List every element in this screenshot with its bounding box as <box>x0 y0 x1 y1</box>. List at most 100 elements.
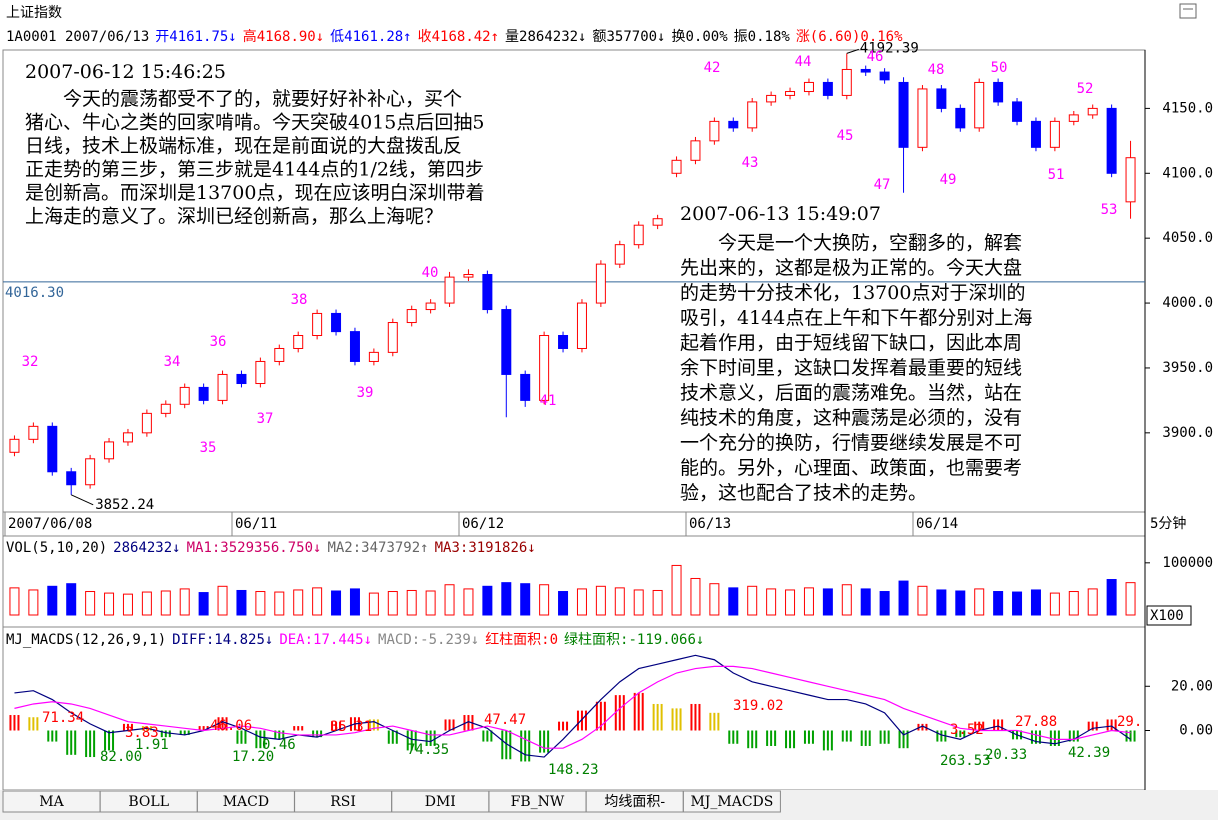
area-label: 1.91 <box>135 737 169 753</box>
volume-bar <box>917 585 928 616</box>
candle-body <box>803 81 814 93</box>
volume-bar <box>387 591 398 616</box>
wave-label: 50 <box>991 60 1008 76</box>
candle-body <box>1125 157 1136 203</box>
candle-body <box>66 471 77 486</box>
volume-bar <box>122 593 133 616</box>
candle-body <box>1087 107 1098 116</box>
note-line: 验，这也配合了技术的走势。 <box>680 482 927 504</box>
legend-item: 收4168.42↑ <box>418 29 499 45</box>
volume-bar <box>406 589 417 616</box>
note-line: 先出来的，这都是极为正常的。今天大盘 <box>680 257 1022 279</box>
note-line: 是创新高。而深圳是13700点，现在应该明白深圳带着 <box>25 182 484 204</box>
volume-bar <box>860 588 871 616</box>
legend-item: MA3:3191826↓ <box>435 540 536 556</box>
wave-label: 37 <box>257 411 274 427</box>
volume-bar <box>198 592 209 616</box>
legend-item: 换0.00% <box>672 28 729 45</box>
note-line: 余下时间里，这缺口发挥着最重要的短线 <box>680 357 1022 379</box>
area-label: 47.47 <box>484 712 526 728</box>
volume-bar <box>633 589 644 616</box>
candle-body <box>85 458 96 486</box>
candle-body <box>709 120 720 142</box>
volume-bar <box>709 583 720 616</box>
volume-bar <box>690 577 701 616</box>
wave-label: 51 <box>1048 167 1065 183</box>
volume-bar <box>312 587 323 616</box>
volume-bar <box>104 592 115 616</box>
volume-bar <box>501 582 512 616</box>
volume-bar <box>179 588 190 616</box>
volume-bar <box>463 588 474 616</box>
volume-bar <box>898 580 909 616</box>
y-tick-label: 4050.0 <box>1162 230 1213 246</box>
candle-body <box>1068 114 1079 122</box>
volume-bar <box>879 591 890 616</box>
legend-item: MA2:3473792↑ <box>327 540 428 556</box>
high-label: 4192.39 <box>860 40 919 56</box>
legend-item: 量2864232↓ <box>505 29 586 45</box>
candle-body <box>879 71 890 81</box>
candle-body <box>1049 120 1060 148</box>
volume-bar <box>141 591 152 616</box>
volume-bar <box>1125 582 1136 616</box>
volume-bar <box>955 590 966 616</box>
legend-item: DEA:17.445↓ <box>279 632 372 648</box>
legend-item: 涨(6.60)0.16% <box>796 29 903 45</box>
volume-bar <box>425 590 436 616</box>
volume-bar <box>160 590 171 616</box>
candle-body <box>331 312 342 333</box>
high-leader <box>846 48 859 54</box>
y-tick-label: 20.00 <box>1171 678 1213 694</box>
candle-body <box>444 276 455 304</box>
x-tick-label: 06/12 <box>462 516 504 532</box>
window-icon[interactable] <box>1179 3 1197 19</box>
candle-body <box>766 94 777 103</box>
candle-body <box>274 347 285 362</box>
y-tick-label: 4000.0 <box>1162 295 1213 311</box>
note-line: 吸引，4144点在上午和下午都分别对上海 <box>680 307 1032 329</box>
area-label: 148.23 <box>548 762 599 778</box>
candle-body <box>425 302 436 311</box>
wave-label: 39 <box>357 385 374 401</box>
area-label: 74.35 <box>407 742 449 758</box>
candle-body <box>614 244 625 265</box>
volume-bar <box>349 588 360 616</box>
x-tick-label: 06/13 <box>689 516 731 532</box>
legend-item: MA1:3529356.750↓ <box>187 540 322 556</box>
wave-label: 52 <box>1077 81 1094 97</box>
tab[interactable] <box>682 790 781 813</box>
candle-body <box>955 107 966 129</box>
legend-item: 开4161.75↓ <box>155 29 236 45</box>
candle-body <box>747 101 758 129</box>
y-tick-label: 3900.0 <box>1162 425 1213 441</box>
volume-bar <box>217 585 228 616</box>
volume-bar <box>1012 591 1023 616</box>
candle-body <box>671 159 682 174</box>
candle-body <box>463 274 474 278</box>
volume-bar <box>1030 589 1041 616</box>
note-line: 起着作用，由于短线留下缺口，因此本周 <box>680 332 1022 354</box>
area-label: 35.31 <box>330 719 372 735</box>
candle-body <box>633 224 644 246</box>
volume-bar <box>576 588 587 616</box>
volume-bar <box>444 584 455 616</box>
volume-bar <box>1049 592 1060 616</box>
candle-body <box>349 331 360 362</box>
candle-body <box>785 91 796 96</box>
y-tick-label: 100000 <box>1162 555 1213 571</box>
area-label: 263.53 <box>940 753 991 769</box>
candle-body <box>9 438 20 453</box>
candle-body <box>47 425 58 473</box>
area-label: 3.52 <box>950 722 984 738</box>
candle-body <box>1106 107 1117 174</box>
legend-item: 2864232↓ <box>113 540 180 556</box>
volume-bar <box>747 585 758 616</box>
note-time: 2007-06-12 15:46:25 <box>25 61 226 83</box>
note-line: 猪心、牛心之类的回家啃啃。今天突破4015点后回抽5 <box>25 112 484 134</box>
wave-label: 46 <box>867 49 884 65</box>
volume-bar <box>974 588 985 616</box>
volume-bar <box>255 591 266 616</box>
wave-label: 48 <box>928 62 945 78</box>
